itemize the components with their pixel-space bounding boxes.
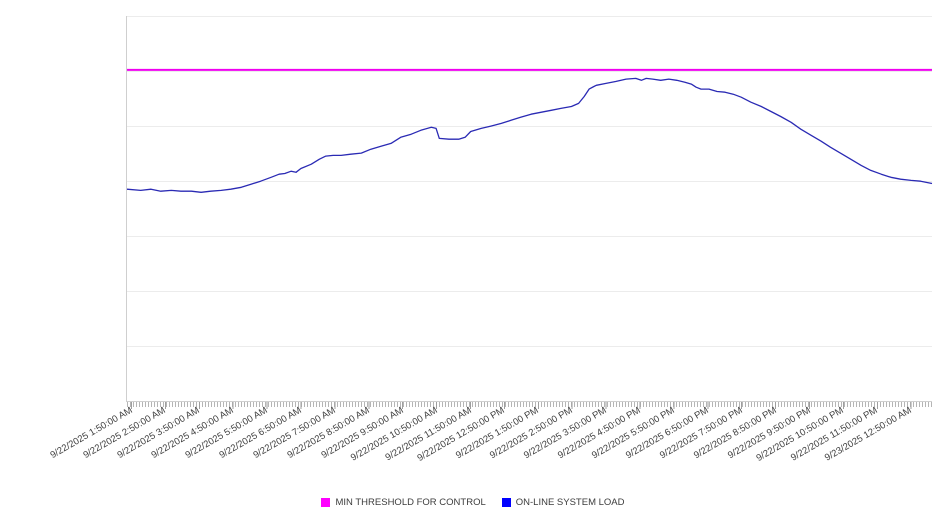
legend-label: ON-LINE SYSTEM LOAD: [515, 497, 625, 508]
x-axis-label: 9/22/2025 1:50:00 AM: [47, 405, 134, 462]
x-axis-label: 9/22/2025 5:50:00 PM: [589, 405, 677, 462]
x-axis-label: 9/22/2025 10:50:00 PM: [754, 405, 846, 464]
x-axis-label: 9/22/2025 8:50:00 PM: [691, 405, 779, 462]
legend: MIN THRESHOLD FOR CONTROL ON-LINE SYSTEM…: [0, 497, 946, 508]
x-axis-label: 9/22/2025 9:50:00 PM: [725, 405, 812, 462]
x-axis-hour-ticks: [127, 402, 932, 409]
x-axis-label: 9/22/2025 3:50:00 AM: [115, 405, 202, 462]
legend-swatch-magenta-icon: [321, 498, 331, 507]
x-axis-label: 9/22/2025 5:50:00 AM: [183, 405, 270, 462]
x-axis-label: 9/22/2025 9:50:00 AM: [319, 405, 406, 462]
x-axis-label: 9/22/2025 11:50:00 AM: [383, 405, 473, 464]
legend-item-system-load[interactable]: ON-LINE SYSTEM LOAD: [501, 497, 625, 508]
x-axis-label: 9/22/2025 11:50:00 PM: [789, 405, 880, 464]
x-axis-label: 9/22/2025 1:50:00 PM: [454, 405, 541, 462]
x-axis-label: 9/22/2025 7:50:00 AM: [251, 405, 338, 462]
load-line: [126, 77, 933, 193]
x-axis-label: 9/22/2025 8:50:00 AM: [285, 405, 372, 462]
x-axis-label: 9/22/2025 3:50:00 PM: [522, 405, 609, 462]
x-axis-label: 9/22/2025 2:50:00 PM: [488, 405, 575, 462]
x-axis-label: 9/22/2025 7:50:00 PM: [657, 405, 745, 462]
plot-area: [126, 16, 933, 402]
legend-item-min-threshold[interactable]: MIN THRESHOLD FOR CONTROL: [321, 497, 486, 508]
x-axis-label: 9/22/2025 6:50:00 AM: [217, 405, 304, 462]
x-axis-label: 9/22/2025 4:50:00 PM: [556, 405, 643, 462]
x-axis-label: 9/22/2025 12:50:00 PM: [415, 405, 507, 464]
x-axis-label: 9/22/2025 10:50:00 AM: [348, 405, 440, 464]
x-axis-label: 9/22/2025 2:50:00 AM: [81, 405, 168, 462]
legend-label: MIN THRESHOLD FOR CONTROL: [335, 497, 486, 508]
legend-swatch-blue-icon: [501, 498, 511, 507]
series-svg: [126, 68, 933, 193]
x-axis-label: 9/22/2025 6:50:00 PM: [623, 405, 711, 462]
x-axis-label: 9/23/2025 12:50:00 AM: [823, 405, 914, 464]
x-axis-label: 9/22/2025 4:50:00 AM: [149, 405, 236, 462]
